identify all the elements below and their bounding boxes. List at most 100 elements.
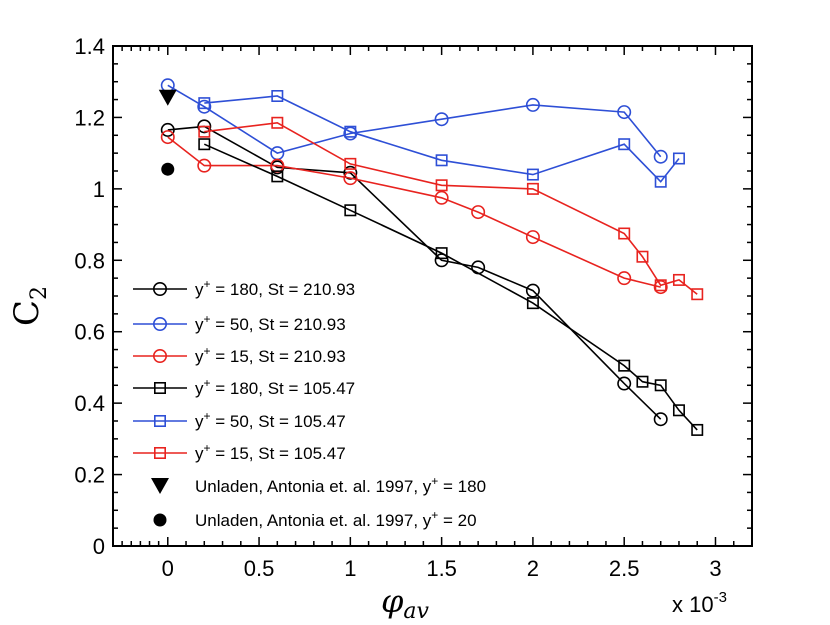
legend-label-suffix: = 50, St = 210.93 (211, 315, 346, 334)
y-tick-label: 1.4 (74, 34, 105, 59)
data-point-square (618, 138, 631, 151)
legend-marker-circle (153, 316, 168, 331)
legend-label: y+ = 50, St = 105.47 (195, 409, 346, 431)
legend-label-sup: + (431, 474, 438, 488)
y-axis-label: C2 (7, 286, 52, 326)
data-point-square (654, 279, 667, 292)
legend-label: y+ = 15, St = 105.47 (195, 441, 346, 463)
legend-item-4: y+ = 180, St = 105.47 (133, 376, 355, 398)
x-tick-label: 2 (527, 556, 539, 581)
data-point-circle (471, 205, 486, 220)
legend-reference-2: Unladen, Antonia et. al. 1997, y+ = 20 (153, 508, 477, 530)
legend-marker-square (154, 414, 167, 427)
legend-marker-square (154, 381, 167, 394)
legend-marker-circle (153, 281, 168, 296)
legend-label-sup: + (204, 376, 211, 390)
data-point-circle (653, 280, 668, 295)
legend: y+ = 180, St = 210.93y+ = 50, St = 210.9… (133, 277, 486, 530)
data-point-circle (525, 230, 540, 245)
series-6 (198, 116, 704, 301)
plot-area (158, 78, 704, 436)
series-2 (160, 78, 668, 164)
data-point-circle (197, 119, 212, 134)
y-tick-label: 0 (93, 534, 105, 559)
data-point-square (618, 359, 631, 372)
data-point-square (526, 168, 539, 181)
y-tick-label: 1.2 (74, 105, 105, 130)
legend-label-prefix: y (195, 347, 204, 366)
legend-label-sup: + (204, 409, 211, 423)
y-tick-label: 0.4 (74, 391, 105, 416)
legend-label-prefix: Unladen, Antonia et. al. 1997, y (195, 477, 432, 496)
data-point-circle (197, 99, 212, 114)
x-tick-label: 2.5 (609, 556, 640, 581)
data-point-square (526, 297, 539, 310)
data-point-circle (653, 412, 668, 427)
y-tick-label: 1 (93, 177, 105, 202)
legend-label: y+ = 15, St = 210.93 (195, 344, 346, 366)
y-tick-label: 0.8 (74, 248, 105, 273)
data-point-circle (160, 78, 175, 93)
series-1 (160, 119, 668, 427)
data-point-circle (617, 376, 632, 391)
x-axis-multiplier-exp: -3 (714, 589, 727, 606)
legend-marker-filled-circle (153, 513, 167, 527)
legend-label-sup: + (204, 312, 211, 326)
legend-label: y+ = 180, St = 210.93 (195, 277, 355, 299)
x-axis-label-main: φ (381, 582, 404, 620)
data-point-square (435, 247, 448, 260)
data-point-circle (525, 283, 540, 298)
data-point-square (271, 90, 284, 103)
data-point-square (618, 227, 631, 240)
data-point-circle (343, 165, 358, 180)
data-point-circle (160, 130, 175, 145)
legend-item-3: y+ = 15, St = 210.93 (133, 344, 346, 366)
data-point-circle (160, 122, 175, 137)
legend-label-suffix: = 180, St = 210.93 (211, 280, 356, 299)
data-point-square (271, 116, 284, 129)
data-point-circle (197, 158, 212, 173)
data-point-square (435, 154, 448, 167)
series-line (204, 121, 698, 295)
legend-label-prefix: Unladen, Antonia et. al. 1997, y (195, 511, 432, 530)
legend-label: Unladen, Antonia et. al. 1997, y+ = 180 (195, 474, 486, 496)
legend-reference-1: Unladen, Antonia et. al. 1997, y+ = 180 (151, 474, 486, 496)
data-point-square (672, 152, 685, 165)
series-5 (198, 90, 685, 188)
y-axis-label-main: C (7, 300, 47, 326)
series-line (167, 136, 661, 288)
series-line (167, 84, 662, 158)
legend-item-2: y+ = 50, St = 210.93 (133, 312, 346, 334)
data-point-circle (434, 253, 449, 268)
legend-marker-triangle-down (151, 478, 169, 494)
data-point-square (636, 250, 649, 263)
legend-label-suffix: = 180, St = 105.47 (211, 379, 356, 398)
data-point-square (344, 204, 357, 217)
x-tick-label: 0 (162, 556, 174, 581)
legend-label-suffix: = 180 (438, 477, 486, 496)
legend-label-suffix: = 15, St = 105.47 (211, 444, 346, 463)
legend-label-suffix: = 15, St = 210.93 (211, 347, 346, 366)
x-axis-label-sub: av (403, 599, 429, 624)
data-point-circle (617, 271, 632, 286)
legend-label-prefix: y (195, 412, 204, 431)
data-point-square (344, 125, 357, 138)
legend-label: Unladen, Antonia et. al. 1997, y+ = 20 (195, 508, 477, 530)
data-point-square (672, 404, 685, 417)
y-axis-label-sub: 2 (27, 286, 52, 300)
data-point-circle (434, 112, 449, 127)
data-point-square (198, 125, 211, 138)
legend-label-prefix: y (195, 280, 204, 299)
data-point-square (691, 288, 704, 301)
data-point-square (672, 273, 685, 286)
data-point-square (636, 375, 649, 388)
legend-label-sup: + (204, 344, 211, 358)
legend-marker-circle (153, 348, 168, 363)
series-4 (198, 138, 704, 436)
series-line (204, 95, 680, 183)
y-tick-label: 0.2 (74, 463, 105, 488)
series-line (203, 143, 698, 431)
series-line (167, 125, 662, 420)
